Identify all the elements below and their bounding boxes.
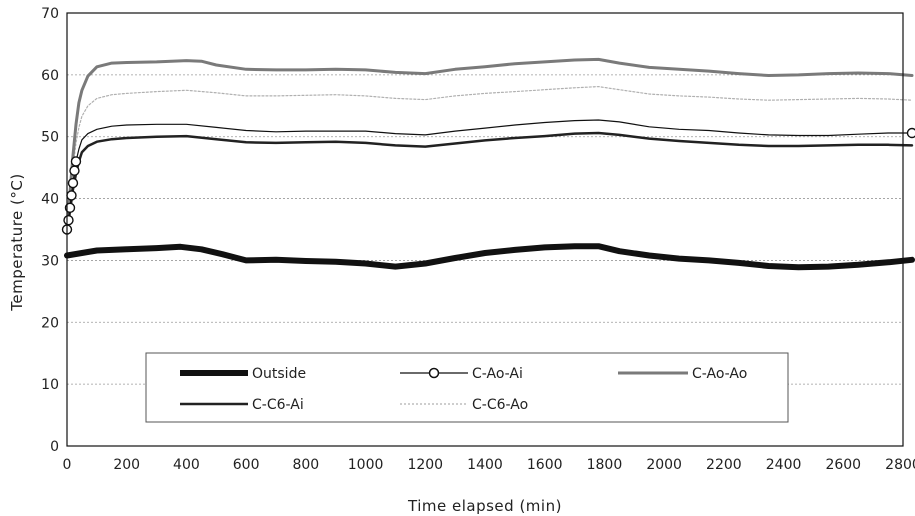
- y-tick-labels: 0 10 20 30 40 50 60 70: [41, 6, 59, 455]
- x-tick-label: 2400: [766, 457, 802, 473]
- y-tick-label: 40: [41, 192, 59, 208]
- y-tick-label: 30: [41, 253, 59, 269]
- series-lines: [61, 57, 915, 271]
- series-line-outside: [64, 243, 915, 271]
- legend: Outside C-Ao-Ai C-Ao-Ao C-C6-Ai C-C6-Ao: [145, 352, 789, 423]
- data-point-c-ao-ai: [70, 156, 82, 167]
- legend-label-c-ao-ao: C-Ao-Ao: [692, 366, 747, 382]
- series-line-c-ao-ao: [65, 57, 914, 231]
- x-tick-label: 2000: [646, 457, 682, 473]
- x-tick-label: 400: [173, 457, 200, 473]
- x-tick-labels: 0 200 400 600 800 1000 1200 1400 1600 1800 2000 220…: [63, 457, 915, 473]
- x-tick-label: 1600: [527, 457, 563, 473]
- data-point-c-ao-ai: [906, 127, 915, 139]
- x-tick-label: 2600: [825, 457, 861, 473]
- data-point-c-ao-ai: [67, 177, 79, 189]
- y-tick-label: 20: [41, 315, 59, 331]
- data-point-c-ao-ai: [63, 215, 74, 226]
- x-tick-label: 200: [113, 457, 140, 473]
- x-tick-label: 600: [233, 457, 260, 473]
- legend-label-c-ao-ai: C-Ao-Ai: [472, 366, 523, 382]
- data-point-c-ao-ai: [69, 165, 80, 176]
- x-tick-label: 1000: [348, 457, 384, 473]
- y-tick-label: 70: [41, 6, 59, 22]
- plot-area-border: [66, 12, 904, 447]
- legend-label-c-c6-ao: C-C6-Ao: [472, 397, 528, 413]
- y-tick-label: 60: [41, 68, 59, 84]
- series-line-c-c6-ai: [65, 131, 914, 234]
- x-tick-label: 1200: [407, 457, 443, 473]
- data-point-c-ao-ai: [66, 190, 77, 201]
- legend-label-outside: Outside: [252, 366, 306, 382]
- legend-box: [145, 352, 789, 423]
- x-tick-label: 1400: [467, 457, 503, 473]
- x-axis-title: Time elapsed (min): [407, 497, 562, 515]
- gridlines: [67, 74, 903, 385]
- legend-marker-c-ao-ai: [428, 367, 440, 379]
- legend-label-c-c6-ai: C-C6-Ai: [252, 397, 304, 413]
- x-tick-label: 800: [292, 457, 319, 473]
- y-tick-label: 10: [41, 377, 59, 393]
- x-tick-label: 2200: [706, 457, 742, 473]
- y-axis-title: Temperature (°C): [8, 173, 26, 311]
- x-tick-label: 1800: [587, 457, 623, 473]
- series-line-c-c6-ao: [66, 86, 913, 231]
- y-tick-label: 50: [41, 130, 59, 146]
- data-point-c-ao-ai: [64, 202, 76, 214]
- x-tick-label: 0: [63, 457, 72, 473]
- series-line-c-ao-ai: [66, 119, 913, 231]
- y-tick-label: 0: [50, 439, 59, 455]
